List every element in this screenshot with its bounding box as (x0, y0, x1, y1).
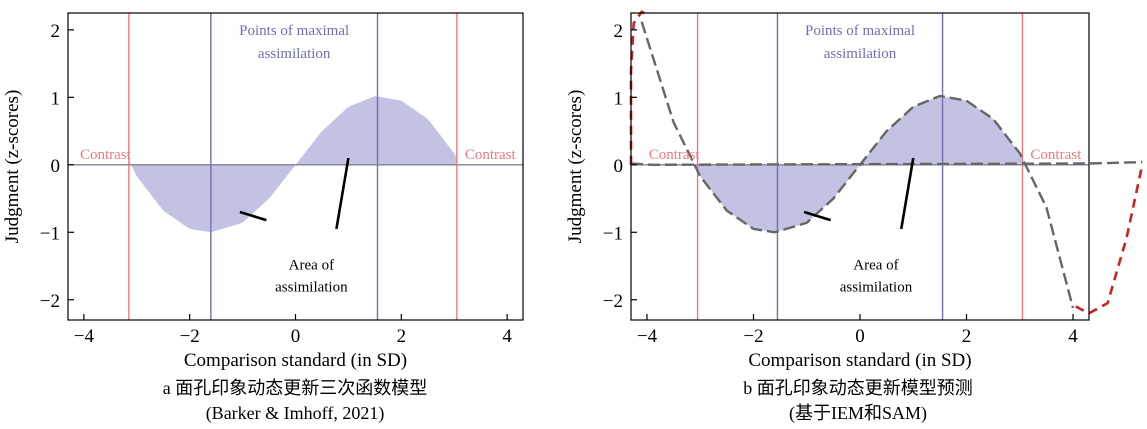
contrast-label-right: Contrast (465, 147, 517, 163)
assimilation-shade (697, 96, 1023, 233)
x-axis-label: Comparison standard (in SD) (184, 350, 407, 371)
axis-ticks: −4 −2 0 2 4 −2 −1 0 1 2 (603, 21, 1078, 347)
maximal-assimilation-label: assimilation (258, 46, 331, 62)
prediction-curve-1 (629, 10, 651, 165)
panel-b: −4 −2 0 2 4 −2 −1 0 1 2 Points of maximal assimila… (565, 10, 1144, 424)
x-tick-label: 2 (397, 326, 407, 347)
y-tick-label: 0 (614, 156, 624, 177)
x-axis-label: Comparison standard (in SD) (748, 350, 971, 371)
x-tick-label: −4 (74, 326, 95, 347)
panel-a: −4 −2 0 2 4 −2 −1 0 1 2 Points of maximal assimila… (2, 12, 524, 424)
caption-line-2: (基于IEM和SAM) (789, 403, 927, 424)
caption-line-1: b 面孔印象动态更新模型预测 (743, 378, 973, 398)
y-tick-label: 1 (51, 88, 61, 109)
contrast-label-left: Contrast (649, 147, 701, 163)
y-axis-label: Judgment (z-scores) (565, 90, 586, 244)
baseline-dashed (630, 160, 1143, 167)
y-tick-label: 2 (51, 21, 61, 42)
area-pointer-right (899, 157, 915, 230)
x-tick-label: −2 (180, 326, 200, 347)
y-tick-label: −1 (603, 223, 623, 244)
y-tick-label: 1 (614, 88, 624, 109)
maximal-assimilation-label: assimilation (824, 46, 897, 62)
area-label: assimilation (840, 279, 913, 295)
maximal-assimilation-label: Points of maximal (805, 23, 915, 39)
y-tick-label: 0 (51, 156, 61, 177)
x-tick-label: 0 (855, 326, 865, 347)
axis-ticks: −4 −2 0 2 4 −2 −1 0 1 2 (40, 21, 513, 347)
assimilation-area (697, 96, 1023, 233)
area-pointer-left (239, 210, 267, 222)
reference-lines (68, 13, 523, 320)
x-tick-label: −2 (743, 326, 763, 347)
area-label: Area of (289, 257, 334, 273)
contrast-label-left: Contrast (80, 147, 132, 163)
area-label: Area of (853, 257, 898, 273)
x-tick-label: −4 (637, 326, 658, 347)
annotations: Points of maximal assimilation Contrast Con… (649, 23, 1082, 295)
contrast-label-right: Contrast (1030, 147, 1082, 163)
caption-line-1: a 面孔印象动态更新三次函数模型 (163, 378, 428, 398)
annotations: Points of maximal assimilation Contrast Con… (80, 23, 517, 295)
area-label: assimilation (275, 279, 348, 295)
y-tick-label: −2 (40, 291, 60, 312)
prediction-curve-2 (1075, 164, 1144, 315)
maximal-assimilation-label: Points of maximal (239, 23, 349, 39)
x-tick-label: 4 (1068, 326, 1078, 347)
x-tick-label: 0 (291, 326, 301, 347)
area-pointer-right (335, 157, 350, 230)
y-axis-label: Judgment (z-scores) (2, 90, 23, 244)
caption-line-2: (Barker & Imhoff, 2021) (206, 403, 385, 424)
x-tick-label: 4 (502, 326, 512, 347)
area-pointer-left (803, 210, 832, 222)
y-tick-label: −1 (40, 223, 60, 244)
y-tick-label: 2 (614, 21, 624, 42)
y-tick-label: −2 (603, 291, 623, 312)
x-tick-label: 2 (962, 326, 972, 347)
